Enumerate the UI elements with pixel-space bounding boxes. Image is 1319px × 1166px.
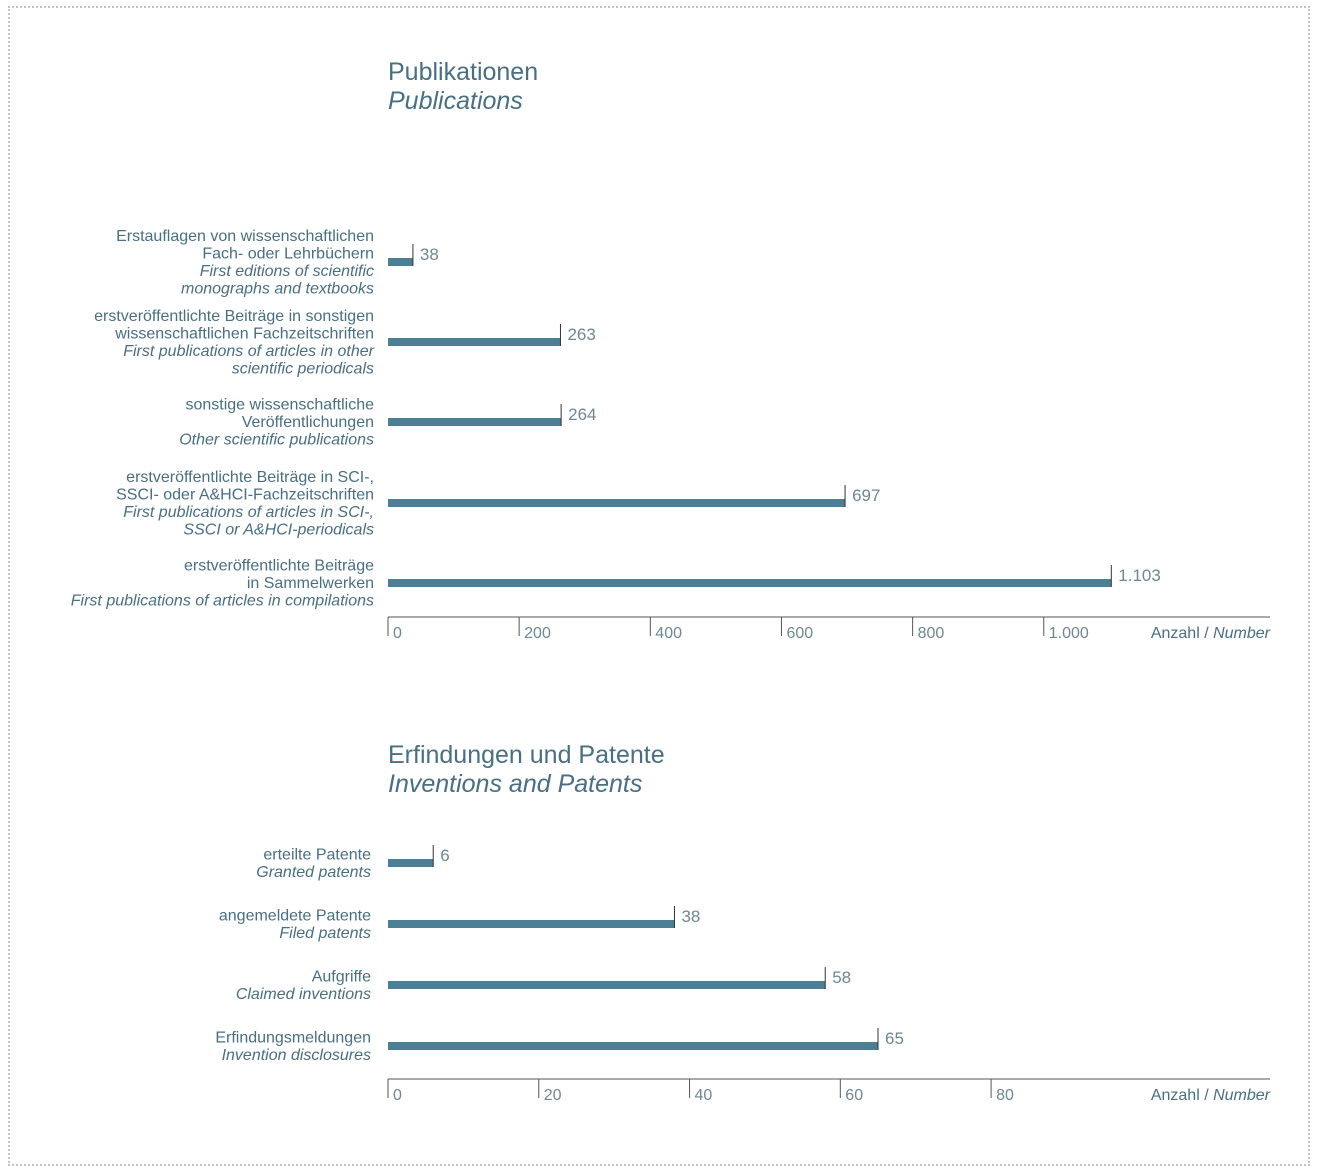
category-label-de: Fach- oder Lehrbüchern	[202, 245, 374, 262]
category-label-en: Granted patents	[256, 864, 371, 881]
x-tick-label: 1.000	[1049, 625, 1089, 642]
category-label-de: erstveröffentlichte Beiträge in sonstige…	[94, 308, 374, 325]
category-label-de: Aufgriffe	[312, 968, 371, 985]
category-label-de: Erstauflagen von wissenschaftlichen	[116, 228, 374, 245]
category-label-en: Other scientific publications	[179, 432, 374, 449]
category-label-de: in Sammelwerken	[247, 575, 374, 592]
chart-subtitle: Publications	[388, 87, 523, 115]
category-label-en: monographs and textbooks	[181, 280, 374, 297]
data-label: 264	[568, 405, 596, 424]
chart-subtitle: Inventions and Patents	[388, 770, 642, 798]
category-label-en: Claimed inventions	[236, 986, 371, 1003]
category-label-de: Veröffentlichungen	[242, 414, 374, 431]
category-label-en: Filed patents	[279, 925, 371, 942]
bar	[388, 418, 562, 426]
data-label: 65	[885, 1029, 904, 1048]
chart-title: Erfindungen und Patente	[388, 741, 665, 769]
category-label-de: sonstige wissenschaftliche	[185, 397, 374, 414]
bar	[388, 579, 1112, 587]
bar	[388, 981, 826, 989]
category-label-en: First publications of articles in other	[123, 343, 374, 360]
data-label: 263	[567, 325, 595, 344]
category-label-de: erstveröffentlichte Beiträge in SCI-,	[126, 469, 374, 486]
x-axis-label-de: Anzahl /	[1151, 1087, 1213, 1104]
data-label: 6	[440, 846, 449, 865]
category-label-en: Invention disclosures	[222, 1047, 371, 1064]
chart-title: Publikationen	[388, 58, 538, 86]
data-label: 38	[420, 245, 439, 264]
x-axis-label-de: Anzahl /	[1151, 625, 1213, 642]
category-label-en: First publications of articles in SCI-,	[123, 504, 374, 521]
x-tick-label: 800	[918, 625, 945, 642]
data-label: 697	[852, 486, 880, 505]
x-tick-label: 0	[393, 625, 402, 642]
x-tick-label: 400	[655, 625, 682, 642]
x-tick-label: 80	[996, 1087, 1014, 1104]
data-label: 1.103	[1118, 566, 1161, 585]
category-label-en: SSCI or A&HCI-periodicals	[183, 521, 374, 538]
category-label-de: Erfindungsmeldungen	[215, 1029, 371, 1046]
x-axis-label: Anzahl / Number	[1151, 1087, 1271, 1104]
category-label-de: erteilte Patente	[263, 846, 371, 863]
bar	[388, 1042, 878, 1050]
data-label: 38	[681, 907, 700, 926]
bar	[388, 258, 413, 266]
bar	[388, 499, 846, 507]
x-axis-label-en: Number	[1213, 1087, 1271, 1104]
x-tick-label: 200	[524, 625, 551, 642]
x-tick-label: 600	[786, 625, 813, 642]
x-axis-label: Anzahl / Number	[1151, 625, 1271, 642]
category-label-en: First editions of scientific	[200, 263, 374, 280]
category-label-de: angemeldete Patente	[219, 907, 371, 924]
category-label-en: scientific periodicals	[232, 360, 374, 377]
x-axis-label-en: Number	[1213, 625, 1271, 642]
x-tick-label: 40	[695, 1087, 713, 1104]
data-label: 58	[832, 968, 851, 987]
category-label-de: wissenschaftlichen Fachzeitschriften	[114, 325, 374, 342]
category-label-de: SSCI- oder A&HCI-Fachzeitschriften	[116, 486, 374, 503]
x-tick-label: 60	[845, 1087, 863, 1104]
bar	[388, 920, 675, 928]
category-label-en: First publications of articles in compil…	[71, 593, 374, 610]
bar	[388, 859, 434, 867]
x-tick-label: 0	[393, 1087, 402, 1104]
x-tick-label: 20	[544, 1087, 562, 1104]
category-label-de: erstveröffentlichte Beiträge	[184, 558, 374, 575]
bar	[388, 338, 561, 346]
